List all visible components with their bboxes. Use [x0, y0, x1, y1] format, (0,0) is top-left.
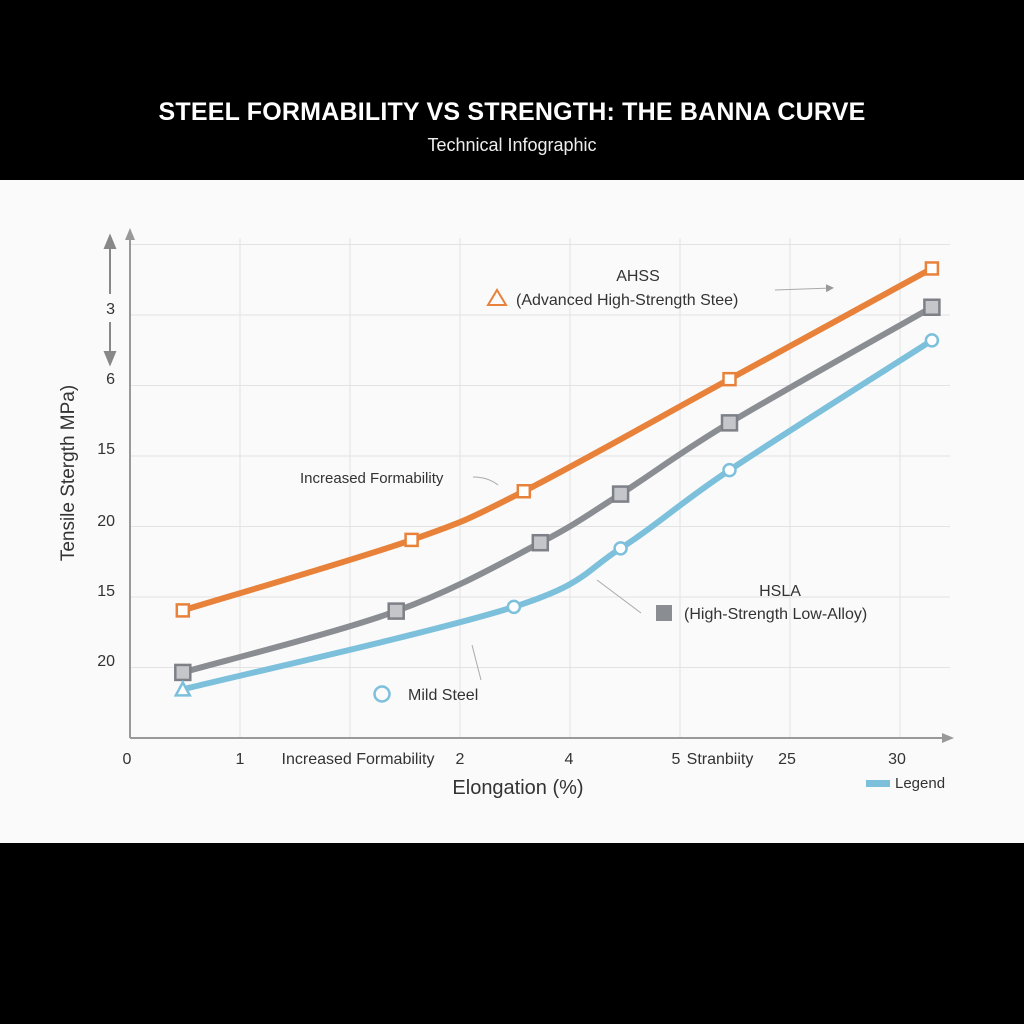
data-point-hsla: [923, 298, 941, 316]
annotation-pointer: [774, 284, 834, 293]
data-point-mild-steel: [506, 599, 522, 615]
x-tick-label: 4: [565, 751, 574, 768]
annotation-hsla: HSLA: [759, 583, 801, 600]
legend-label: Legend: [895, 775, 945, 792]
annotation-ahss: AHSS: [616, 268, 660, 285]
data-point-hsla: [720, 414, 739, 432]
x-tick-label: 30: [888, 751, 906, 768]
data-point-mild-steel: [173, 679, 192, 697]
annotation-hsla-full: (High-Strength Low-Alloy): [684, 606, 867, 623]
x-tick-label: 25: [778, 751, 796, 768]
x-tick-label: Stranbiity: [687, 751, 754, 768]
x-tick-label: 0: [123, 751, 132, 768]
x-axis-arrow-icon: [942, 733, 954, 743]
annotation-pointer: [471, 644, 482, 681]
square-icon: [656, 605, 672, 621]
data-point-ahss: [404, 532, 419, 548]
data-point-hsla: [611, 485, 630, 503]
x-tick-label: Increased Formability: [282, 751, 435, 768]
data-point-mild-steel: [924, 333, 940, 348]
chart-panel: [0, 180, 1024, 843]
data-point-hsla: [174, 663, 192, 682]
annotation-mild-steel: Mild Steel: [408, 687, 478, 704]
x-axis-label: Elongation (%): [452, 777, 583, 799]
data-point-ahss: [924, 261, 940, 276]
double-arrow-icon: [103, 233, 117, 367]
annotation-ahss-full: (Advanced High-Strength Stee): [516, 292, 738, 309]
series-line-hsla: [179, 304, 935, 676]
data-point-mild-steel: [722, 462, 737, 478]
data-point-ahss: [175, 603, 191, 618]
legend-swatch: [866, 780, 890, 787]
x-tick-label: 5: [672, 751, 681, 768]
chart-subtitle: Technical Infographic: [427, 135, 597, 155]
data-point-ahss: [516, 484, 532, 499]
data-point-hsla: [531, 533, 550, 552]
data-point-mild-steel: [613, 541, 628, 556]
y-tick-label: 6: [106, 371, 115, 388]
grid: [130, 238, 950, 739]
annotation-increased-formability: Increased Formability: [300, 470, 444, 487]
y-tick-label: 15: [97, 583, 115, 600]
header: STEEL FORMABILITY VS STRENGTH: THE BANNA…: [0, 0, 1024, 180]
series-line-mild-steel: [179, 337, 935, 693]
y-axis-arrow-icon: [125, 228, 135, 240]
chart-title: STEEL FORMABILITY VS STRENGTH: THE BANNA…: [158, 98, 866, 126]
y-tick-label: 15: [97, 441, 115, 458]
data-point-ahss: [722, 371, 737, 387]
data-point-hsla: [387, 602, 405, 620]
y-tick-label: 3: [106, 301, 115, 318]
y-tick-label: 20: [97, 513, 115, 530]
series-line-ahss: [179, 265, 935, 614]
annotation-pointer: [596, 579, 642, 614]
circle-icon: [373, 685, 391, 703]
y-tick-label: 20: [97, 653, 115, 670]
y-axis-label: Tensile Stergth MPa): [58, 385, 79, 561]
x-tick-label: 2: [456, 751, 465, 768]
x-tick-label: 1: [236, 751, 245, 768]
annotation-pointer: [472, 476, 499, 486]
triangle-icon: [486, 288, 508, 306]
